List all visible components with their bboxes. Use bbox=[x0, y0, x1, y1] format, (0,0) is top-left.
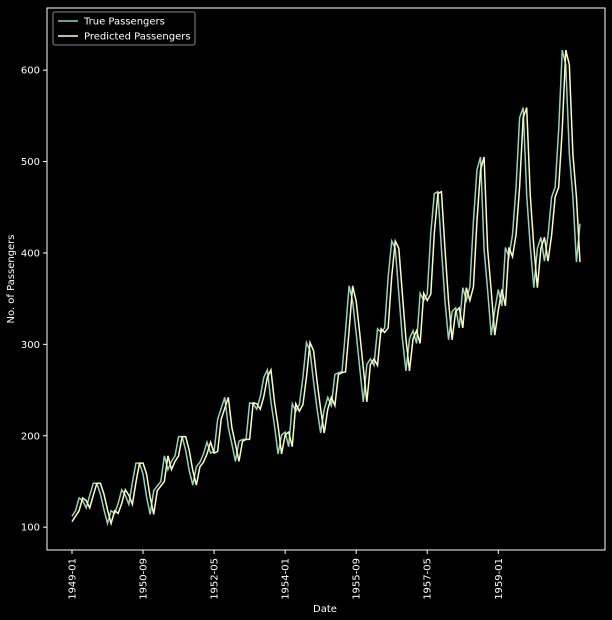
y-tick-label: 600 bbox=[21, 66, 40, 77]
y-tick-label: 300 bbox=[21, 340, 40, 351]
legend-box bbox=[52, 11, 196, 46]
y-tick-label: 200 bbox=[21, 431, 40, 442]
y-tick-label: 400 bbox=[21, 248, 40, 259]
plot-frame bbox=[46, 7, 606, 551]
x-tick-label: 1957-05 bbox=[423, 558, 434, 600]
x-tick-label: 1955-09 bbox=[352, 558, 363, 600]
series-line bbox=[71, 49, 581, 527]
x-tick-label: 1959-01 bbox=[494, 558, 505, 600]
y-tick-label: 100 bbox=[21, 523, 40, 534]
x-tick-label: 1950-09 bbox=[139, 558, 150, 600]
x-tick-label: 1949-01 bbox=[68, 558, 79, 600]
y-tick-label: 500 bbox=[21, 157, 40, 168]
x-tick-label: 1952-05 bbox=[210, 558, 221, 600]
y-axis-label: No. of Passengers bbox=[6, 234, 17, 323]
x-axis-label: Date bbox=[313, 604, 337, 615]
x-tick-label: 1954-01 bbox=[281, 558, 292, 600]
legend-label: True Passengers bbox=[83, 17, 165, 28]
legend-label: Predicted Passengers bbox=[84, 32, 191, 43]
series-line bbox=[71, 49, 581, 527]
